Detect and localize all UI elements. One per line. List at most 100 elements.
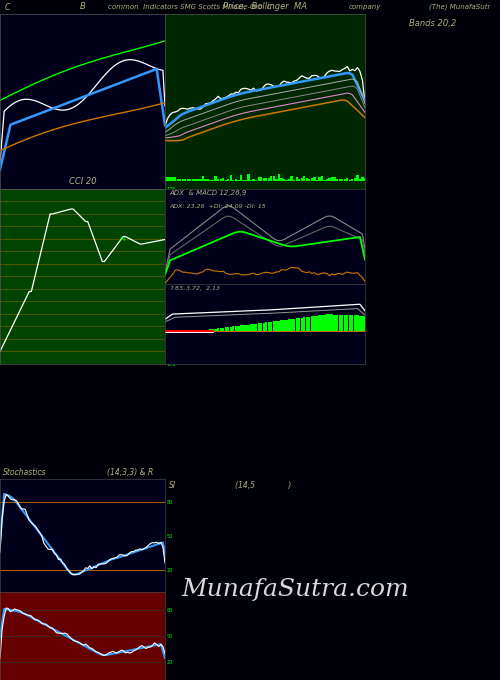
Bar bbox=[316, 180, 318, 181]
Bar bbox=[265, 178, 268, 181]
Bar bbox=[262, 178, 265, 181]
Bar bbox=[265, 322, 268, 331]
Bar bbox=[202, 176, 204, 181]
Bar bbox=[290, 176, 292, 181]
Bar bbox=[326, 180, 328, 181]
Bar bbox=[258, 177, 260, 181]
Bar bbox=[328, 314, 330, 331]
Bar bbox=[210, 329, 212, 331]
Bar bbox=[212, 180, 214, 181]
Text: $7.83,  $3.72,  2.13: $7.83, $3.72, 2.13 bbox=[169, 284, 222, 293]
Bar bbox=[296, 177, 298, 181]
Bar bbox=[272, 176, 275, 181]
Bar bbox=[262, 322, 265, 331]
Bar bbox=[356, 175, 358, 181]
Bar bbox=[346, 178, 348, 181]
Bar bbox=[298, 179, 300, 181]
Bar bbox=[222, 328, 224, 331]
Bar bbox=[232, 326, 234, 331]
Bar bbox=[313, 177, 316, 181]
Bar bbox=[364, 316, 366, 331]
Bar bbox=[334, 177, 336, 181]
Bar bbox=[346, 315, 348, 331]
Bar bbox=[200, 179, 202, 181]
Bar bbox=[222, 178, 224, 181]
Bar bbox=[341, 180, 344, 181]
Bar bbox=[210, 180, 212, 181]
Bar bbox=[354, 178, 356, 181]
Bar bbox=[184, 179, 186, 181]
Text: Bands 20,2: Bands 20,2 bbox=[409, 19, 456, 29]
Bar bbox=[227, 327, 230, 331]
Bar bbox=[224, 328, 227, 331]
Bar bbox=[362, 177, 364, 181]
Bar bbox=[318, 316, 320, 331]
Bar bbox=[248, 324, 250, 331]
Bar bbox=[238, 180, 240, 181]
Bar bbox=[194, 179, 196, 181]
Bar bbox=[224, 180, 227, 181]
Bar bbox=[217, 328, 220, 331]
Bar bbox=[172, 177, 173, 181]
Text: B: B bbox=[80, 2, 86, 12]
Bar bbox=[359, 179, 361, 181]
Bar bbox=[280, 177, 282, 181]
Bar bbox=[316, 316, 318, 331]
Bar bbox=[278, 320, 280, 331]
Bar bbox=[306, 178, 308, 181]
Text: (The) MunafaSutr: (The) MunafaSutr bbox=[428, 3, 490, 10]
Bar bbox=[324, 180, 326, 181]
Text: ADX: 23.26  +DI: 24.09 -DI: 15: ADX: 23.26 +DI: 24.09 -DI: 15 bbox=[169, 204, 266, 209]
Bar bbox=[286, 180, 288, 181]
Bar bbox=[234, 326, 237, 331]
Bar bbox=[227, 179, 230, 181]
Bar bbox=[310, 178, 313, 181]
Bar bbox=[300, 177, 303, 181]
Bar bbox=[164, 177, 166, 181]
Bar bbox=[268, 322, 270, 331]
Bar bbox=[276, 321, 278, 331]
Bar bbox=[255, 180, 258, 181]
Bar bbox=[220, 328, 222, 331]
Bar bbox=[283, 179, 285, 181]
Bar bbox=[230, 327, 232, 331]
Bar bbox=[359, 316, 361, 331]
Text: MunafaSutra.com: MunafaSutra.com bbox=[181, 578, 409, 601]
Bar bbox=[276, 179, 278, 181]
Bar bbox=[250, 180, 252, 181]
Bar bbox=[308, 317, 310, 331]
Bar bbox=[169, 177, 171, 181]
Bar bbox=[286, 320, 288, 331]
Bar bbox=[344, 315, 346, 331]
Bar bbox=[321, 176, 323, 181]
Bar bbox=[248, 173, 250, 181]
Bar bbox=[197, 179, 199, 181]
Bar bbox=[252, 180, 254, 181]
Bar bbox=[326, 314, 328, 331]
Bar bbox=[280, 320, 282, 331]
Bar bbox=[362, 316, 364, 331]
Bar bbox=[260, 177, 262, 181]
Bar bbox=[232, 180, 234, 181]
Bar bbox=[214, 328, 217, 331]
Bar bbox=[338, 180, 341, 181]
Bar bbox=[238, 326, 240, 331]
Text: C: C bbox=[5, 3, 10, 12]
Bar bbox=[348, 315, 351, 331]
Bar bbox=[338, 315, 341, 331]
Bar bbox=[207, 180, 209, 181]
Bar bbox=[217, 179, 220, 181]
Bar bbox=[240, 175, 242, 181]
Text: SI: SI bbox=[169, 481, 176, 490]
Text: 74: 74 bbox=[119, 237, 127, 242]
Bar bbox=[298, 318, 300, 331]
Bar bbox=[334, 315, 336, 331]
Bar bbox=[331, 177, 333, 181]
Bar bbox=[250, 324, 252, 331]
Bar bbox=[331, 314, 333, 331]
Bar bbox=[214, 176, 217, 181]
Bar bbox=[328, 178, 330, 181]
Bar bbox=[364, 178, 366, 181]
Bar bbox=[230, 175, 232, 181]
Bar bbox=[290, 319, 292, 331]
